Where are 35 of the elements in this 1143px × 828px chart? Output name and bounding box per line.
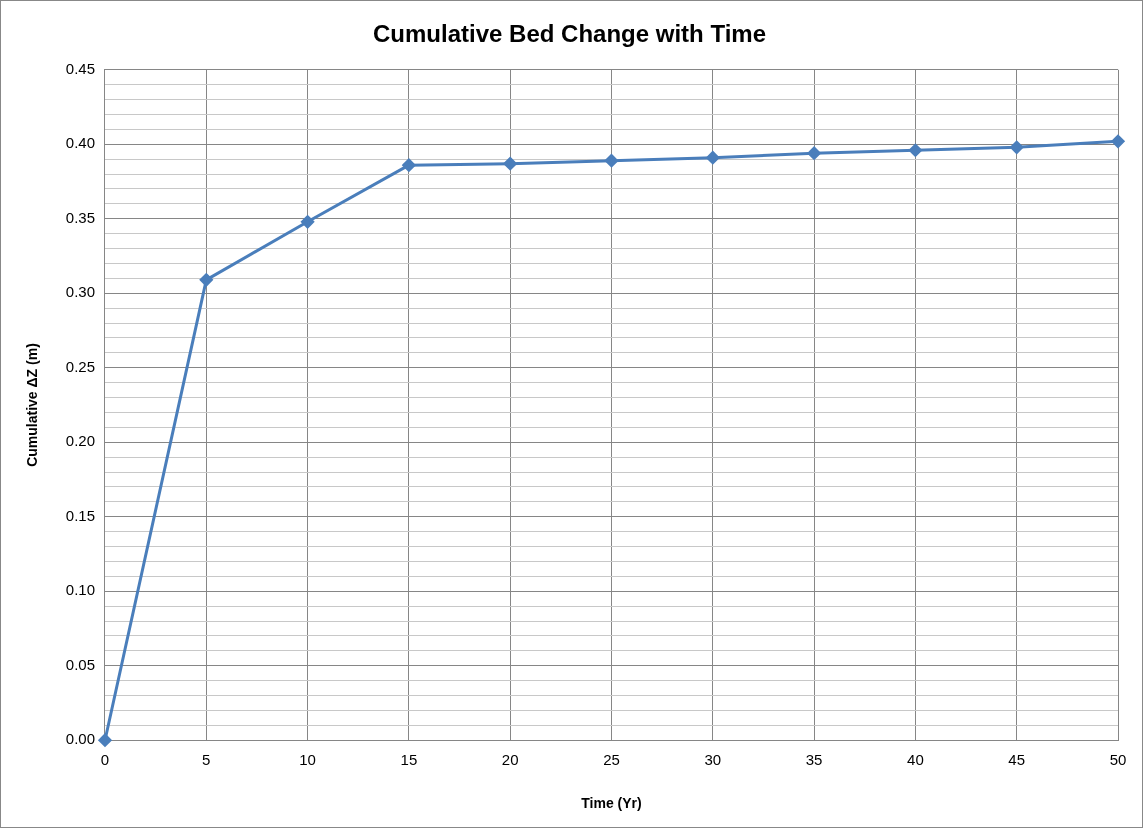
- y-tick-label: 0.35: [65, 208, 95, 226]
- x-tick-label: 10: [299, 751, 316, 769]
- x-tick-label: 20: [501, 751, 519, 769]
- point: [301, 215, 315, 229]
- y-tick-label: 0.25: [65, 357, 95, 375]
- point: [605, 154, 618, 168]
- point: [199, 273, 213, 287]
- point: [503, 157, 517, 171]
- point: [98, 733, 112, 747]
- x-tick-label: 40: [907, 751, 924, 769]
- x-tick-label: 25: [603, 751, 620, 769]
- x-tick-label: 5: [202, 751, 211, 769]
- x-axis-title: Time (Yr): [581, 795, 642, 812]
- chart-title: Cumulative Bed Change with Time: [373, 20, 766, 48]
- point: [807, 146, 821, 160]
- x-tick-label: 35: [805, 751, 823, 769]
- point: [706, 151, 720, 165]
- y-tick-label: 0.30: [65, 283, 95, 301]
- x-tick-label: 0: [100, 751, 110, 769]
- point: [1010, 140, 1024, 154]
- y-tick-label: 0.15: [65, 506, 95, 524]
- y-tick-label: 0.10: [65, 581, 95, 599]
- point: [1111, 134, 1125, 148]
- x-tick-label: 15: [400, 751, 418, 769]
- point: [402, 158, 416, 172]
- y-axis-title: Cumulative ΔZ (m): [24, 343, 41, 467]
- y-tick-label: 0.40: [65, 134, 95, 152]
- y-tick-label: 0.45: [65, 59, 95, 77]
- y-tick-label: 0.00: [65, 730, 95, 748]
- y-tick-label: 0.05: [65, 655, 95, 673]
- y-tick-label: 0.20: [65, 432, 95, 450]
- x-tick-label: 45: [1008, 751, 1026, 769]
- x-tick-label: 50: [1109, 751, 1127, 769]
- point: [908, 143, 922, 157]
- x-tick-label: 30: [704, 751, 722, 769]
